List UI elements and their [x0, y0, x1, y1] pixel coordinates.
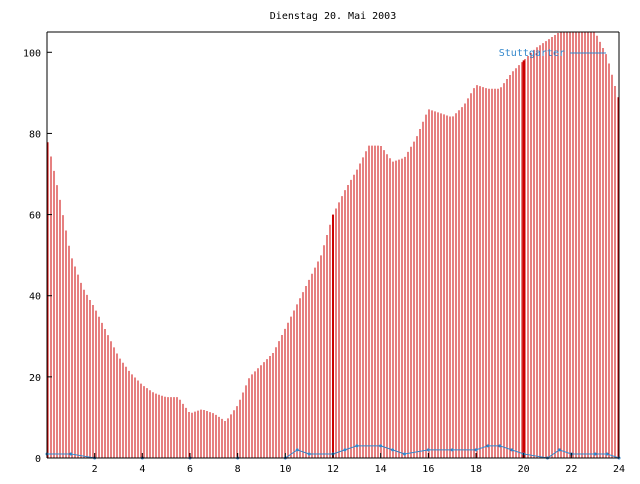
legend: Stuttgarter — [499, 48, 606, 59]
y-tick-label: 100 — [23, 48, 41, 59]
x-tick-label: 18 — [470, 464, 482, 475]
y-tick-label: 40 — [29, 292, 41, 303]
data-point — [355, 444, 359, 448]
data-point — [379, 444, 383, 448]
x-tick-label: 8 — [235, 464, 241, 475]
y-tick-label: 20 — [29, 373, 41, 384]
y-tick-label: 80 — [29, 129, 41, 140]
chart-title: Dienstag 20. Mai 2003 — [270, 11, 396, 22]
data-point — [307, 452, 311, 456]
data-point — [605, 452, 609, 456]
x-tick-label: 22 — [565, 464, 577, 475]
data-point — [391, 448, 395, 452]
data-point — [450, 448, 454, 452]
x-tick-label: 14 — [375, 464, 387, 475]
x-tick-label: 12 — [327, 464, 339, 475]
x-tick-group: 2 4 6 8 10 12 14 16 18 20 22 24 — [92, 453, 625, 475]
legend-label-stuttgarter: Stuttgarter — [499, 48, 565, 59]
data-point — [474, 448, 478, 452]
y-tick-label: 60 — [29, 211, 41, 222]
red-bars-layer — [47, 32, 619, 458]
x-tick-label: 20 — [518, 464, 530, 475]
data-point — [343, 448, 347, 452]
x-tick-label: 24 — [613, 464, 625, 475]
data-point — [498, 444, 502, 448]
data-point — [557, 448, 561, 452]
x-tick-label: 4 — [139, 464, 145, 475]
data-point — [593, 452, 597, 456]
data-point — [69, 452, 73, 456]
x-tick-label: 6 — [187, 464, 193, 475]
data-point — [486, 444, 490, 448]
data-point — [295, 448, 299, 452]
x-tick-label: 2 — [92, 464, 98, 475]
x-tick-label: 16 — [422, 464, 434, 475]
data-point — [403, 452, 406, 456]
x-tick-label: 10 — [279, 464, 291, 475]
y-tick-label: 0 — [35, 454, 41, 465]
data-point — [426, 448, 430, 452]
data-point — [510, 448, 514, 452]
y-tick-group: 0 20 40 60 80 100 — [23, 48, 52, 465]
